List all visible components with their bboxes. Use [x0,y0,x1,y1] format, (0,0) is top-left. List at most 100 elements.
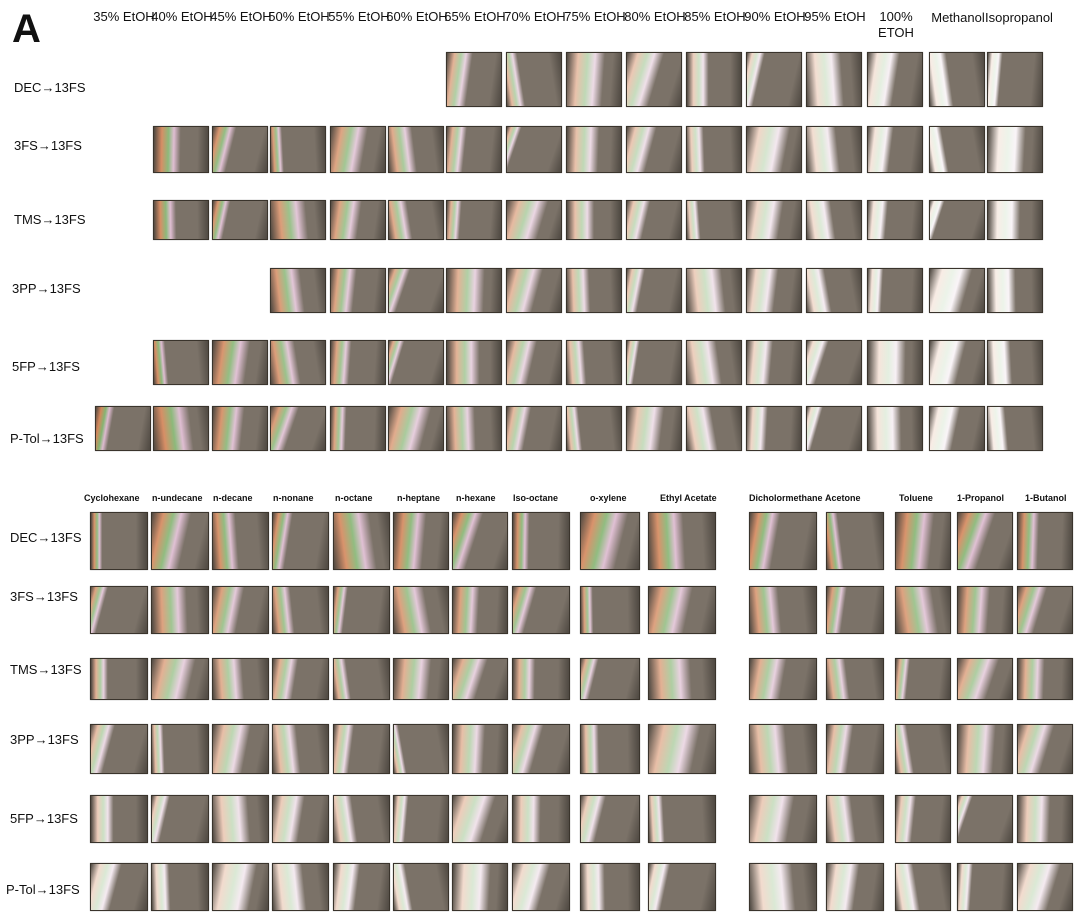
sample-swatch [212,863,269,911]
sample-swatch [95,406,151,451]
sample-swatch [867,52,923,107]
sample-swatch [512,795,570,843]
sample-swatch [957,512,1013,570]
top-column-header: 50% EtOH [268,9,330,24]
sample-swatch [566,126,622,173]
sample-swatch [806,268,862,313]
sample-swatch [330,340,386,385]
bottom-row-label: 3FS→13FS [10,589,78,604]
top-column-header: 95% EtOH [804,9,866,24]
sample-swatch [895,512,951,570]
top-column-header: 70% EtOH [504,9,566,24]
bottom-column-header: Cyclohexane [84,493,140,503]
top-column-header: 35% EtOH [93,9,155,24]
bottom-row-label: TMS→13FS [10,662,82,677]
sample-swatch [270,406,326,451]
sample-swatch [580,512,640,570]
sample-swatch [746,200,802,240]
sample-swatch [1017,586,1073,634]
top-column-header: 55% EtOH [328,9,390,24]
sample-swatch [686,268,742,313]
sample-swatch [686,406,742,451]
bottom-column-header: Dicholormethane [749,493,823,503]
top-column-header: 65% EtOH [444,9,506,24]
bottom-column-header: 1-Propanol [957,493,1005,503]
sample-swatch [270,268,326,313]
sample-swatch [895,724,951,774]
sample-swatch [648,724,716,774]
sample-swatch [746,340,802,385]
sample-swatch [393,586,449,634]
sample-swatch [388,200,444,240]
sample-swatch [566,200,622,240]
sample-swatch [806,340,862,385]
sample-swatch [895,863,951,911]
sample-swatch [212,586,269,634]
sample-swatch [957,863,1013,911]
sample-swatch [153,406,209,451]
bottom-column-header: Ethyl Acetate [660,493,717,503]
sample-swatch [648,586,716,634]
sample-swatch [806,200,862,240]
sample-swatch [746,52,802,107]
sample-swatch [626,406,682,451]
top-column-header: Isopropanol [985,10,1053,25]
top-column-header: 85% EtOH [684,9,746,24]
panel-letter: A [12,7,41,51]
sample-swatch [929,340,985,385]
sample-swatch [686,52,742,107]
sample-swatch [212,200,268,240]
sample-swatch [987,200,1043,240]
sample-swatch [957,586,1013,634]
sample-swatch [212,795,269,843]
sample-swatch [987,52,1043,107]
sample-swatch [452,586,508,634]
top-row-label: DEC→13FS [14,80,86,95]
sample-swatch [90,863,148,911]
sample-swatch [806,126,862,173]
sample-swatch [512,863,570,911]
sample-swatch [212,406,268,451]
sample-swatch [452,795,508,843]
sample-swatch [446,126,502,173]
top-column-header: 45% EtOH [210,9,272,24]
sample-swatch [895,586,951,634]
top-column-header: 60% EtOH [386,9,448,24]
sample-swatch [626,340,682,385]
sample-swatch [826,795,884,843]
sample-swatch [452,658,508,700]
sample-swatch [987,406,1043,451]
sample-swatch [929,406,985,451]
sample-swatch [512,724,570,774]
sample-swatch [393,658,449,700]
sample-swatch [626,52,682,107]
sample-swatch [212,658,269,700]
sample-swatch [1017,512,1073,570]
sample-swatch [153,340,209,385]
sample-swatch [272,658,329,700]
bottom-column-header: n-octane [335,493,373,503]
top-row-label: P-Tol→13FS [10,431,84,446]
sample-swatch [506,126,562,173]
sample-swatch [566,406,622,451]
sample-swatch [512,658,570,700]
sample-swatch [1017,795,1073,843]
bottom-column-header: n-hexane [456,493,496,503]
sample-swatch [90,586,148,634]
sample-swatch [580,724,640,774]
sample-swatch [270,200,326,240]
sample-swatch [270,340,326,385]
sample-swatch [446,52,502,107]
top-column-header: 80% EtOH [624,9,686,24]
bottom-row-label: P-Tol→13FS [6,882,80,897]
sample-swatch [151,658,209,700]
sample-swatch [388,126,444,173]
sample-swatch [1017,724,1073,774]
top-column-header: 100% ETOH [878,9,914,40]
sample-swatch [90,512,148,570]
sample-swatch [333,795,390,843]
top-row-label: 5FP→13FS [12,359,80,374]
sample-swatch [90,658,148,700]
sample-swatch [686,200,742,240]
sample-swatch [272,586,329,634]
